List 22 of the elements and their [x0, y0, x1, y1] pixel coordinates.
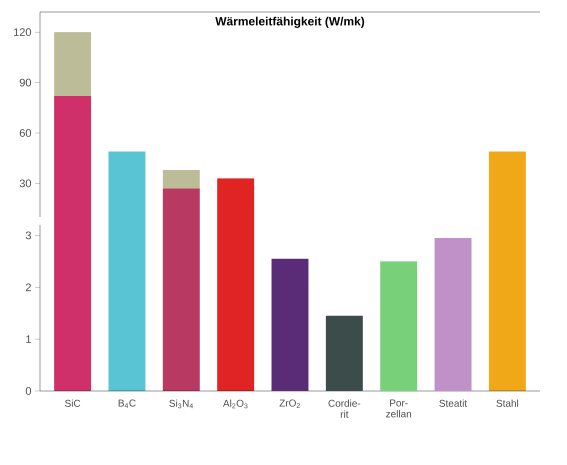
- y-tick-label: 3: [26, 232, 31, 240]
- x-tick-label: Por-zellan: [386, 400, 412, 418]
- y-tick-label: 2: [26, 283, 31, 292]
- x-tick-label: B$_{4}$C: [118, 400, 136, 408]
- y-tick-label: 30: [20, 180, 32, 188]
- bar: [326, 316, 363, 392]
- bar: [434, 238, 472, 392]
- x-tick-label: Cordie-rit: [328, 400, 360, 418]
- x-tick-label: Si$_{3}$N$_{4}$: [169, 400, 193, 408]
- chart-title: Wärmeleitfähigkeit (W/mk): [215, 16, 364, 28]
- y-tick-label: 90: [20, 78, 32, 86]
- x-tick-label: SiC: [65, 400, 80, 407]
- y-tick-label: 120: [14, 28, 32, 36]
- x-tick-label: ZrO$_{2}$: [280, 400, 300, 408]
- bar: [272, 258, 308, 392]
- y-tick-label: 60: [20, 129, 32, 137]
- y-tick-label: 1: [26, 335, 31, 343]
- x-tick-label: Steatit: [439, 400, 468, 407]
- y-tick-label: 0: [26, 387, 32, 395]
- bar: [380, 261, 418, 392]
- x-tick-label: Al$_{2}$O$_{3}$: [222, 400, 248, 408]
- x-tick-label: Stahl: [496, 400, 518, 407]
